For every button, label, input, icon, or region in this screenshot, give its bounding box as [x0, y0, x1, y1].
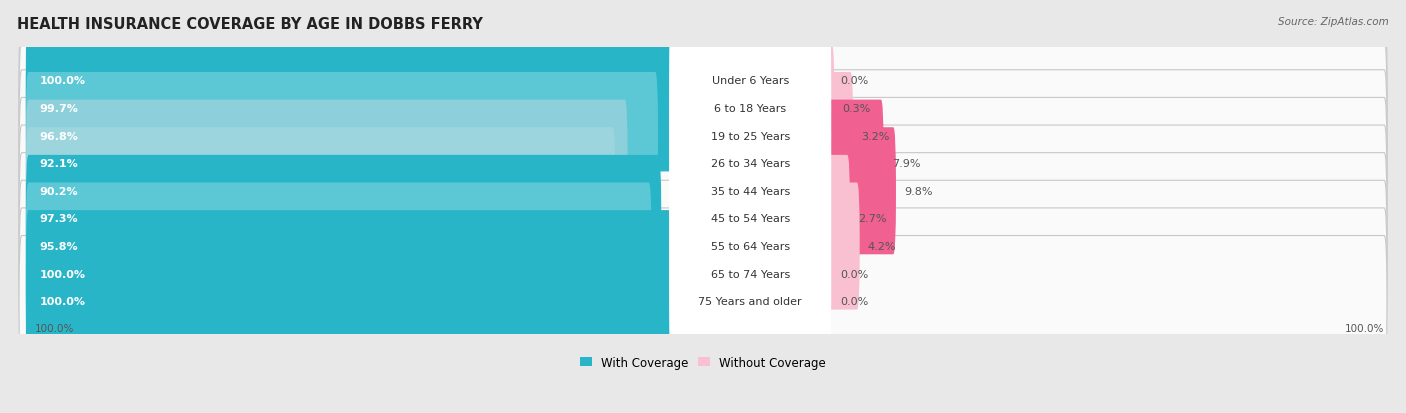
Text: 96.8%: 96.8%: [39, 131, 79, 141]
Text: 92.1%: 92.1%: [39, 159, 77, 169]
FancyBboxPatch shape: [669, 45, 831, 227]
Text: 0.0%: 0.0%: [841, 76, 869, 86]
FancyBboxPatch shape: [827, 183, 859, 310]
FancyBboxPatch shape: [20, 71, 1386, 202]
Text: 90.2%: 90.2%: [39, 186, 77, 196]
FancyBboxPatch shape: [669, 155, 831, 337]
Text: 97.3%: 97.3%: [39, 214, 77, 224]
Legend: With Coverage, Without Coverage: With Coverage, Without Coverage: [579, 356, 827, 369]
Text: 3.2%: 3.2%: [862, 131, 890, 141]
Text: 100.0%: 100.0%: [39, 269, 86, 279]
FancyBboxPatch shape: [20, 15, 1386, 147]
Text: 6 to 18 Years: 6 to 18 Years: [714, 104, 786, 114]
FancyBboxPatch shape: [25, 18, 679, 145]
Text: Source: ZipAtlas.com: Source: ZipAtlas.com: [1278, 17, 1389, 26]
Text: 100.0%: 100.0%: [35, 323, 75, 333]
FancyBboxPatch shape: [25, 100, 627, 227]
Text: 100.0%: 100.0%: [39, 76, 86, 86]
Text: 65 to 74 Years: 65 to 74 Years: [710, 269, 790, 279]
Text: 35 to 44 Years: 35 to 44 Years: [710, 186, 790, 196]
Text: HEALTH INSURANCE COVERAGE BY AGE IN DOBBS FERRY: HEALTH INSURANCE COVERAGE BY AGE IN DOBB…: [17, 17, 482, 31]
FancyBboxPatch shape: [25, 211, 679, 337]
FancyBboxPatch shape: [20, 153, 1386, 285]
FancyBboxPatch shape: [827, 73, 853, 199]
FancyBboxPatch shape: [20, 236, 1386, 367]
FancyBboxPatch shape: [25, 155, 661, 282]
FancyBboxPatch shape: [25, 238, 679, 365]
FancyBboxPatch shape: [20, 209, 1386, 339]
FancyBboxPatch shape: [669, 0, 831, 172]
Text: 7.9%: 7.9%: [891, 159, 921, 169]
FancyBboxPatch shape: [25, 183, 651, 310]
Text: 2.7%: 2.7%: [858, 214, 887, 224]
Text: 0.0%: 0.0%: [841, 297, 869, 306]
FancyBboxPatch shape: [827, 100, 883, 227]
Text: 100.0%: 100.0%: [1346, 323, 1385, 333]
FancyBboxPatch shape: [25, 45, 676, 172]
FancyBboxPatch shape: [827, 45, 834, 172]
FancyBboxPatch shape: [20, 98, 1386, 229]
Text: 95.8%: 95.8%: [39, 242, 77, 252]
Text: 26 to 34 Years: 26 to 34 Years: [710, 159, 790, 169]
Text: 19 to 25 Years: 19 to 25 Years: [710, 131, 790, 141]
FancyBboxPatch shape: [669, 73, 831, 255]
Text: 75 Years and older: 75 Years and older: [699, 297, 801, 306]
Text: 0.3%: 0.3%: [842, 104, 870, 114]
FancyBboxPatch shape: [669, 183, 831, 365]
Text: 0.0%: 0.0%: [841, 269, 869, 279]
Text: 99.7%: 99.7%: [39, 104, 79, 114]
Text: 45 to 54 Years: 45 to 54 Years: [710, 214, 790, 224]
FancyBboxPatch shape: [669, 128, 831, 310]
Text: 55 to 64 Years: 55 to 64 Years: [710, 242, 790, 252]
FancyBboxPatch shape: [669, 100, 831, 282]
FancyBboxPatch shape: [20, 126, 1386, 257]
Text: Under 6 Years: Under 6 Years: [711, 76, 789, 86]
FancyBboxPatch shape: [25, 128, 616, 255]
Text: 9.8%: 9.8%: [904, 186, 932, 196]
FancyBboxPatch shape: [669, 211, 831, 392]
FancyBboxPatch shape: [25, 73, 658, 199]
Text: 4.2%: 4.2%: [868, 242, 896, 252]
FancyBboxPatch shape: [669, 18, 831, 199]
FancyBboxPatch shape: [20, 181, 1386, 312]
Text: 100.0%: 100.0%: [39, 297, 86, 306]
FancyBboxPatch shape: [20, 43, 1386, 174]
FancyBboxPatch shape: [827, 155, 851, 282]
FancyBboxPatch shape: [827, 128, 896, 255]
